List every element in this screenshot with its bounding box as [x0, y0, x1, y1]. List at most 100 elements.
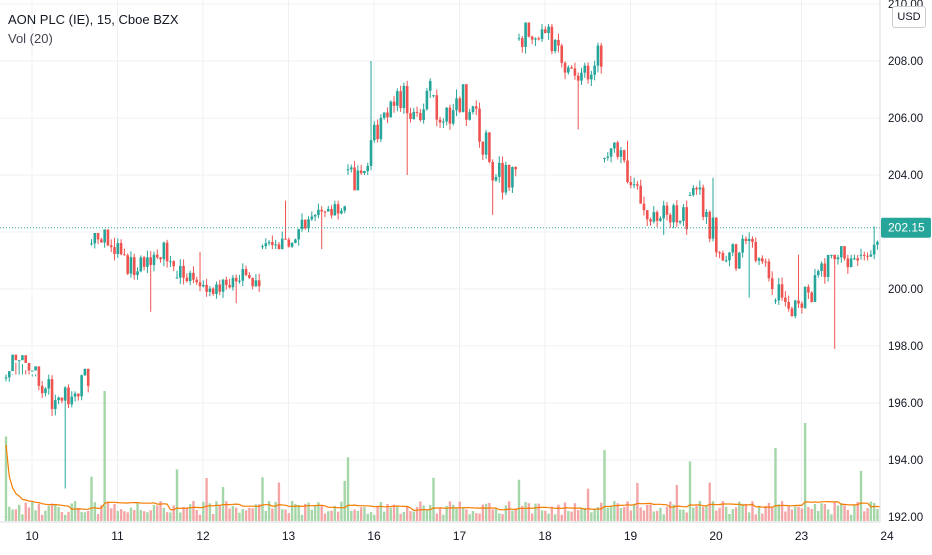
volume-bar — [659, 507, 662, 521]
volume-bar — [876, 508, 879, 521]
candle — [346, 164, 350, 175]
candle-body — [271, 242, 274, 245]
candle — [379, 114, 383, 143]
candle-body — [376, 124, 379, 140]
volume-bar — [820, 503, 823, 521]
candle-body — [665, 205, 669, 215]
volume-bar — [616, 503, 619, 521]
candle-body — [655, 212, 659, 221]
currency-button[interactable]: USD — [892, 6, 926, 28]
candle-body — [833, 254, 836, 260]
candle-body — [560, 45, 564, 63]
candle-body — [734, 244, 738, 269]
volume-bar — [399, 513, 402, 521]
candle-body — [356, 170, 360, 191]
candle — [866, 252, 869, 261]
volume-bar — [576, 510, 580, 521]
volume-bar — [271, 508, 274, 521]
volume-bar — [34, 510, 37, 521]
candle-body — [488, 132, 491, 162]
candle-body — [123, 254, 126, 256]
candle-body — [544, 29, 547, 34]
candle-body — [290, 243, 294, 247]
candle-body — [386, 112, 389, 118]
candle — [24, 355, 28, 375]
candle-body — [280, 238, 284, 250]
grid — [0, 0, 888, 522]
volume-bar — [550, 506, 554, 521]
time-axis[interactable]: 10 11 12 13 16 17 18 19 20 23 24 — [0, 521, 894, 543]
volume-bar — [267, 501, 271, 521]
volume-bar — [721, 501, 725, 521]
candle-body — [688, 194, 692, 196]
candle-body — [63, 387, 67, 401]
volume-bar — [705, 505, 708, 521]
volume-bar — [491, 509, 494, 521]
volume-indicator-label[interactable]: Vol (20) — [8, 31, 53, 46]
candle-body — [139, 257, 143, 272]
candle — [77, 393, 80, 401]
volume-bar — [340, 501, 343, 521]
candle-body — [208, 288, 212, 292]
candle — [573, 62, 577, 80]
volume-bar — [310, 509, 314, 521]
candle — [172, 260, 176, 272]
candle — [267, 240, 271, 246]
candle-body — [642, 203, 646, 211]
candle-body — [731, 244, 735, 253]
volume-bar — [366, 513, 369, 521]
volume-bar — [175, 469, 179, 521]
candle — [274, 239, 277, 250]
candle — [474, 100, 478, 116]
candle — [307, 216, 310, 233]
candle-body — [590, 74, 593, 80]
candle — [231, 274, 235, 291]
symbol-title[interactable]: AON PLC (IE), 15, Cboe BZX — [8, 12, 179, 27]
volume-bar — [264, 511, 267, 521]
volume-bar — [790, 509, 794, 521]
candle — [317, 203, 320, 219]
volume-bar — [343, 480, 346, 521]
candle-body — [382, 112, 386, 118]
price-tick-label: 206.00 — [888, 113, 923, 125]
candle-body — [178, 266, 182, 278]
volume-bar — [215, 501, 218, 521]
candle-body — [461, 84, 465, 112]
volume-bar — [386, 503, 389, 521]
candle — [330, 205, 333, 219]
candle — [711, 177, 715, 242]
candle — [376, 119, 379, 143]
candle — [70, 391, 74, 408]
candle-body — [629, 182, 633, 186]
candle — [728, 251, 731, 267]
volume-bar — [652, 511, 656, 521]
volume-bar — [764, 505, 767, 521]
volume-bar — [307, 502, 310, 521]
volume-bar — [57, 506, 60, 521]
candle — [419, 108, 422, 122]
candle — [563, 61, 567, 80]
candle-body — [155, 254, 159, 258]
volume-bar — [787, 505, 790, 521]
candle-body — [711, 217, 715, 239]
volume-bar — [701, 506, 705, 521]
candle-body — [507, 165, 511, 188]
candle — [44, 387, 47, 397]
volume-bar — [747, 512, 751, 521]
candle — [484, 129, 488, 159]
price-axis[interactable]: 192.00194.00196.00198.00200.00202.00204.… — [879, 0, 932, 550]
volume-bar — [761, 513, 764, 521]
candle — [843, 246, 846, 261]
volume-bar — [129, 507, 133, 521]
candle-body — [284, 238, 287, 240]
candle-body — [497, 162, 501, 177]
candle-body — [363, 171, 366, 174]
volume-bar — [794, 506, 797, 521]
candle — [188, 270, 192, 286]
volume-bar — [504, 505, 508, 521]
candle — [810, 291, 813, 303]
candle-body — [366, 165, 370, 172]
candle-body — [705, 211, 708, 217]
